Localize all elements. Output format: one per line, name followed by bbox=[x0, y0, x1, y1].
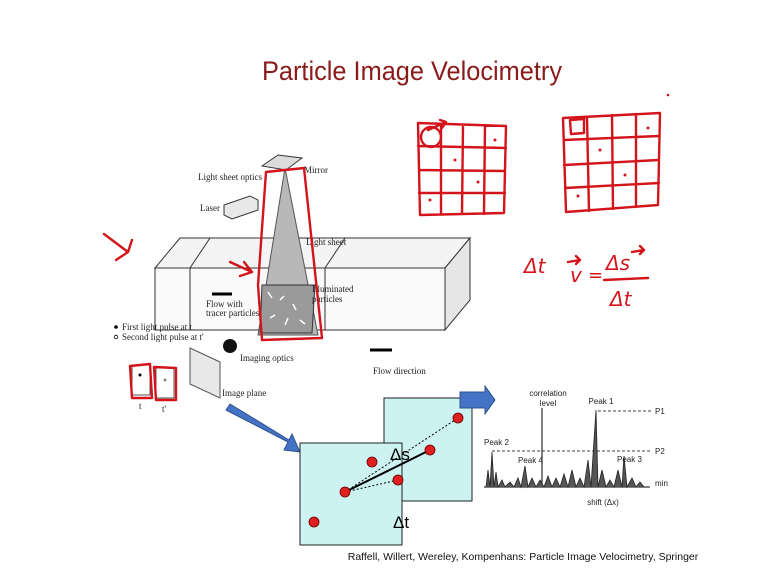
dot bbox=[647, 127, 650, 130]
handwritten-delta-t: Δt bbox=[522, 254, 547, 278]
peak-label: Peak 2 bbox=[484, 438, 509, 447]
level-label: min bbox=[655, 479, 668, 488]
delta-t-label: Δt bbox=[393, 513, 409, 532]
axis-label: shift (Δx) bbox=[587, 498, 619, 507]
particle bbox=[164, 379, 167, 382]
particle bbox=[139, 374, 142, 377]
particle bbox=[309, 517, 319, 527]
frame-t bbox=[132, 365, 150, 395]
particle bbox=[453, 413, 463, 423]
label: Mirror bbox=[304, 165, 328, 175]
handwritten-equals: = bbox=[588, 265, 603, 286]
delta-s-label: Δs bbox=[390, 445, 410, 464]
legend-label: Second light pulse at t' bbox=[122, 332, 204, 342]
handwritten-denominator: Δt bbox=[608, 287, 633, 311]
label: Flow direction bbox=[373, 366, 426, 376]
dot bbox=[667, 94, 670, 97]
citation: Raffell, Willert, Wereley, Kompenhans: P… bbox=[348, 551, 699, 563]
dot bbox=[477, 181, 480, 184]
dot bbox=[429, 199, 432, 202]
label: tracer particles bbox=[206, 308, 260, 318]
handwritten-numerator: Δs bbox=[604, 251, 630, 275]
peak-label: Peak 4 bbox=[518, 456, 543, 465]
particle bbox=[340, 487, 350, 497]
level-label: P1 bbox=[655, 407, 665, 416]
dot bbox=[599, 149, 602, 152]
frame-t-prime bbox=[156, 368, 174, 398]
dot bbox=[577, 195, 580, 198]
dot bbox=[454, 159, 457, 162]
label: Image plane bbox=[222, 388, 266, 398]
particle bbox=[425, 445, 435, 455]
peak-label: Peak 1 bbox=[589, 397, 614, 406]
handwritten-velocity: v bbox=[570, 263, 583, 287]
particle bbox=[367, 457, 377, 467]
dot bbox=[494, 139, 497, 142]
frame-front bbox=[300, 443, 402, 545]
dot bbox=[624, 174, 627, 177]
particle bbox=[393, 475, 403, 485]
imaging-lens bbox=[223, 339, 237, 353]
slide: Particle Image Velocimetry Light sheet o… bbox=[0, 0, 767, 577]
label: Imaging optics bbox=[240, 353, 294, 363]
level-label: P2 bbox=[655, 447, 665, 456]
axis-label: level bbox=[540, 399, 557, 408]
slide-title: Particle Image Velocimetry bbox=[262, 56, 562, 86]
legend-label: First light pulse at t bbox=[122, 322, 193, 332]
page: {"title": "Particle Image Velocimetry", … bbox=[0, 0, 767, 577]
peak-label: Peak 3 bbox=[617, 455, 642, 464]
axis-label: correlation bbox=[529, 389, 566, 398]
label: Light sheet optics bbox=[198, 172, 262, 182]
label: Laser bbox=[200, 203, 220, 213]
label: t' bbox=[162, 404, 167, 414]
legend-dot bbox=[114, 325, 118, 329]
